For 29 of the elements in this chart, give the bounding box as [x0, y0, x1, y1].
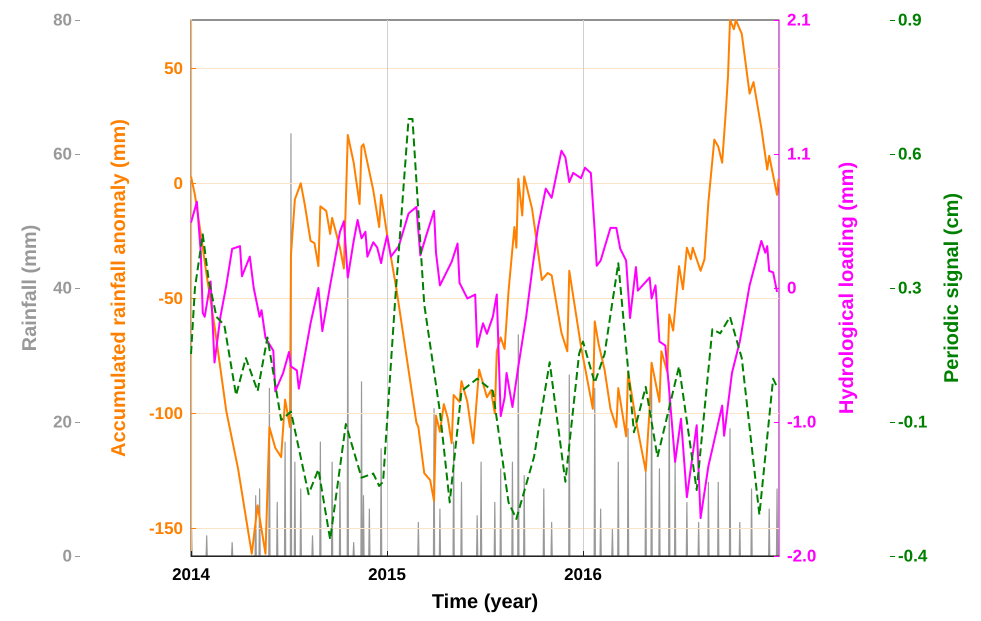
y-tick-label: 60	[53, 144, 72, 164]
y3-axis-title: Periodic signal (cm)	[941, 192, 963, 384]
y-axis-title: Rainfall (mm)	[19, 224, 41, 352]
y-tick-label: 20	[53, 412, 72, 432]
y-tick-label: 0	[62, 546, 72, 566]
line-series	[190, 19, 780, 555]
y3-tick-label: -0.4	[898, 546, 928, 566]
y-tick-label: 50	[164, 58, 183, 78]
y2-tick-label: -2.0	[787, 546, 816, 566]
y2-axis-title: Hydrological loading (mm)	[836, 162, 858, 414]
x-tick-label: 2014	[172, 565, 210, 584]
y-tick-label: -50	[158, 288, 183, 308]
y-tick-label: 0	[174, 174, 183, 193]
y3-tick-label: 0.6	[898, 144, 922, 164]
y2-tick-label: 2.1	[787, 10, 811, 30]
y2-tick-label: 1.1	[787, 144, 811, 164]
y-tick-label: -100	[148, 404, 183, 423]
y3-tick-label: 0.9	[898, 10, 922, 30]
y-tick-label: -150	[148, 518, 183, 538]
y2-tick-label: 0	[787, 278, 796, 298]
x-tick-label: 2015	[368, 565, 406, 584]
y-tick-label: 80	[53, 10, 72, 30]
y-tick-label: 40	[53, 278, 72, 298]
x-tick-label: 2016	[564, 565, 602, 584]
y3-tick-label: 0.3	[898, 278, 922, 298]
x-axis-title: Time (year)	[432, 591, 538, 613]
y3-tick-label: -0.1	[898, 412, 928, 432]
y-axis-title: Accumulated rainfall anomaly (mm)	[108, 119, 130, 457]
y2-tick-label: -1.0	[787, 412, 816, 432]
